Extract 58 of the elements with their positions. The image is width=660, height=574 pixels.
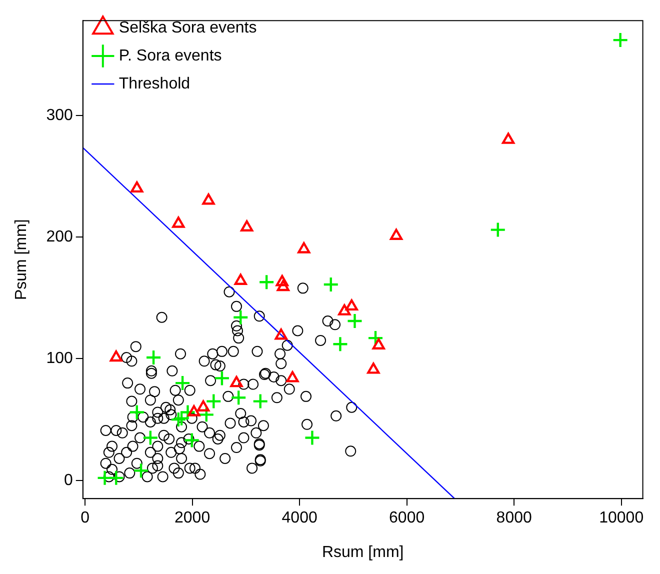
point [276, 275, 288, 286]
point [372, 338, 385, 350]
point [490, 222, 506, 238]
point [240, 220, 254, 232]
point [322, 276, 339, 293]
point [145, 349, 162, 366]
legend-label: Threshold [118, 75, 190, 92]
point [304, 430, 320, 446]
point [232, 309, 249, 326]
point [174, 374, 191, 392]
point [197, 400, 210, 412]
point [332, 336, 348, 352]
point [108, 470, 124, 486]
point [338, 304, 351, 316]
legend-label: P. Sora events [118, 47, 222, 64]
x-tick-label: 6000 [389, 510, 425, 527]
point [170, 411, 187, 428]
point [198, 406, 215, 423]
point [110, 350, 122, 362]
y-tick-label: 100 [46, 350, 73, 368]
x-tick-label: 10000 [599, 510, 644, 527]
point [202, 194, 215, 205]
y-tick-label: 300 [46, 106, 73, 124]
point [298, 242, 310, 254]
point [173, 410, 190, 426]
point [286, 371, 299, 382]
point [188, 405, 200, 416]
point [128, 404, 145, 420]
point [346, 312, 363, 330]
point [142, 430, 159, 446]
point [206, 393, 222, 410]
point [234, 274, 247, 285]
x-tick-label: 8000 [496, 510, 532, 527]
point [230, 390, 247, 406]
point [214, 370, 230, 386]
point [367, 330, 384, 346]
point [252, 393, 268, 410]
x-tick-label: 2000 [174, 510, 210, 527]
y-tick-label: 0 [64, 472, 73, 489]
legend-label: Selška Sora events [118, 19, 257, 36]
point [276, 280, 290, 292]
x-tick-label: 0 [80, 510, 90, 527]
point [390, 228, 403, 240]
point [258, 274, 275, 290]
point [502, 132, 515, 144]
y-tick-label: 200 [46, 228, 73, 246]
point [274, 328, 288, 340]
point [367, 362, 380, 374]
point [130, 181, 144, 193]
point [184, 432, 200, 448]
x-tick-label: 4000 [282, 510, 318, 527]
x-axis-title: Rsum [mm] [322, 544, 404, 561]
y-axis-title: Psum [mm] [13, 219, 30, 300]
point [180, 404, 196, 420]
point [172, 216, 185, 228]
point [132, 462, 150, 479]
point [345, 299, 358, 311]
point [230, 376, 243, 388]
